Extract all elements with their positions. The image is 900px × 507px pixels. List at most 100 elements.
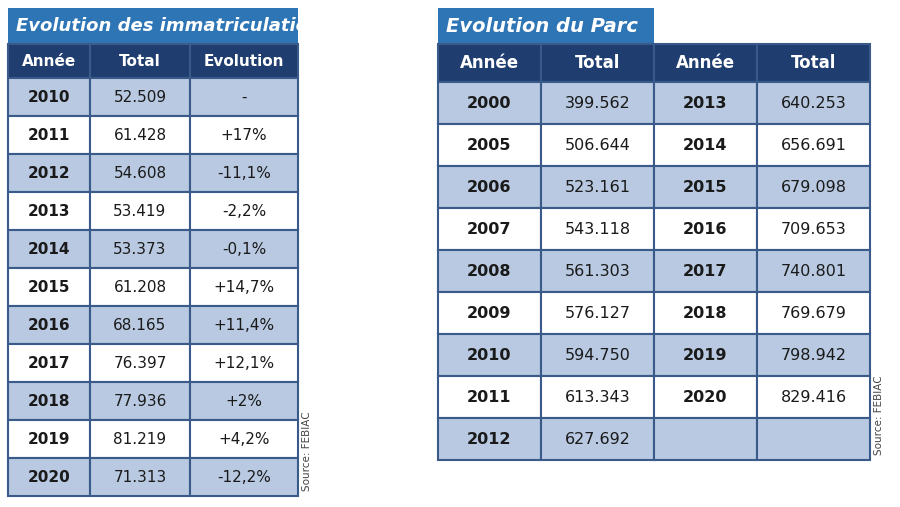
Text: 576.127: 576.127	[564, 306, 631, 320]
Text: 53.419: 53.419	[113, 203, 166, 219]
Bar	[8, 268, 90, 306]
Bar	[757, 418, 870, 460]
Bar	[90, 458, 190, 496]
Text: 829.416: 829.416	[780, 389, 847, 405]
Text: 77.936: 77.936	[113, 393, 166, 409]
Text: 2014: 2014	[683, 137, 728, 153]
Text: 769.679: 769.679	[780, 306, 846, 320]
Bar	[438, 8, 654, 44]
Bar	[8, 420, 90, 458]
Text: Total: Total	[119, 54, 161, 68]
Text: 740.801: 740.801	[780, 264, 847, 278]
Text: 523.161: 523.161	[564, 179, 631, 195]
Bar	[757, 334, 870, 376]
Text: Total: Total	[575, 54, 620, 72]
Bar	[654, 44, 757, 82]
Bar	[654, 208, 757, 250]
Text: 2013: 2013	[683, 95, 728, 111]
Text: +12,1%: +12,1%	[213, 355, 274, 371]
Bar	[190, 192, 298, 230]
Text: 594.750: 594.750	[564, 347, 630, 363]
Text: Source: FEBIAC: Source: FEBIAC	[302, 411, 312, 491]
Text: Année: Année	[22, 54, 76, 68]
Bar	[438, 166, 541, 208]
Bar	[757, 292, 870, 334]
Text: 2012: 2012	[467, 431, 512, 447]
Bar	[190, 116, 298, 154]
Text: 61.208: 61.208	[113, 279, 166, 295]
Bar	[757, 44, 870, 82]
Text: 2018: 2018	[683, 306, 728, 320]
Bar	[654, 292, 757, 334]
Text: 2015: 2015	[683, 179, 728, 195]
Text: 2019: 2019	[28, 431, 70, 447]
Text: +17%: +17%	[220, 127, 267, 142]
Text: -: -	[241, 90, 247, 104]
Text: Evolution: Evolution	[203, 54, 284, 68]
Text: 2012: 2012	[28, 165, 70, 180]
Text: 506.644: 506.644	[564, 137, 630, 153]
Bar	[190, 154, 298, 192]
Bar	[8, 78, 90, 116]
Text: Année: Année	[676, 54, 735, 72]
Text: 81.219: 81.219	[113, 431, 166, 447]
Bar	[438, 82, 541, 124]
Bar	[438, 44, 541, 82]
Bar	[90, 420, 190, 458]
Text: 561.303: 561.303	[564, 264, 630, 278]
Bar	[8, 154, 90, 192]
Text: 399.562: 399.562	[564, 95, 630, 111]
Text: Total: Total	[791, 54, 836, 72]
Text: -11,1%: -11,1%	[217, 165, 271, 180]
Bar	[438, 124, 541, 166]
Bar	[757, 82, 870, 124]
Bar	[8, 192, 90, 230]
Text: 613.343: 613.343	[564, 389, 630, 405]
Text: 2019: 2019	[683, 347, 728, 363]
Text: 2017: 2017	[28, 355, 70, 371]
Bar	[654, 334, 757, 376]
Text: 2018: 2018	[28, 393, 70, 409]
Bar	[90, 230, 190, 268]
Bar	[438, 250, 541, 292]
Text: 68.165: 68.165	[113, 317, 166, 333]
Bar	[757, 250, 870, 292]
Bar	[90, 306, 190, 344]
Text: 2017: 2017	[683, 264, 728, 278]
Text: +2%: +2%	[226, 393, 263, 409]
Text: 627.692: 627.692	[564, 431, 630, 447]
Text: 2014: 2014	[28, 241, 70, 257]
Bar	[190, 268, 298, 306]
Text: 543.118: 543.118	[564, 222, 631, 236]
Bar	[8, 44, 90, 78]
Text: +4,2%: +4,2%	[218, 431, 270, 447]
Text: -12,2%: -12,2%	[217, 469, 271, 485]
Bar	[8, 8, 298, 44]
Bar	[757, 124, 870, 166]
Bar	[8, 230, 90, 268]
Bar	[90, 192, 190, 230]
Text: 2015: 2015	[28, 279, 70, 295]
Text: +11,4%: +11,4%	[213, 317, 274, 333]
Bar	[654, 124, 757, 166]
Bar	[541, 166, 654, 208]
Bar	[90, 116, 190, 154]
Bar	[757, 166, 870, 208]
Bar	[8, 382, 90, 420]
Bar	[541, 82, 654, 124]
Text: 656.691: 656.691	[780, 137, 847, 153]
Text: 798.942: 798.942	[780, 347, 847, 363]
Bar	[541, 418, 654, 460]
Bar	[541, 124, 654, 166]
Bar	[190, 44, 298, 78]
Bar	[90, 154, 190, 192]
Bar	[90, 44, 190, 78]
Text: 61.428: 61.428	[113, 127, 166, 142]
Bar	[757, 208, 870, 250]
Text: 54.608: 54.608	[113, 165, 166, 180]
Text: 2010: 2010	[28, 90, 70, 104]
Text: 2008: 2008	[467, 264, 512, 278]
Bar	[8, 306, 90, 344]
Bar	[541, 44, 654, 82]
Text: Evolution du Parc: Evolution du Parc	[446, 17, 638, 35]
